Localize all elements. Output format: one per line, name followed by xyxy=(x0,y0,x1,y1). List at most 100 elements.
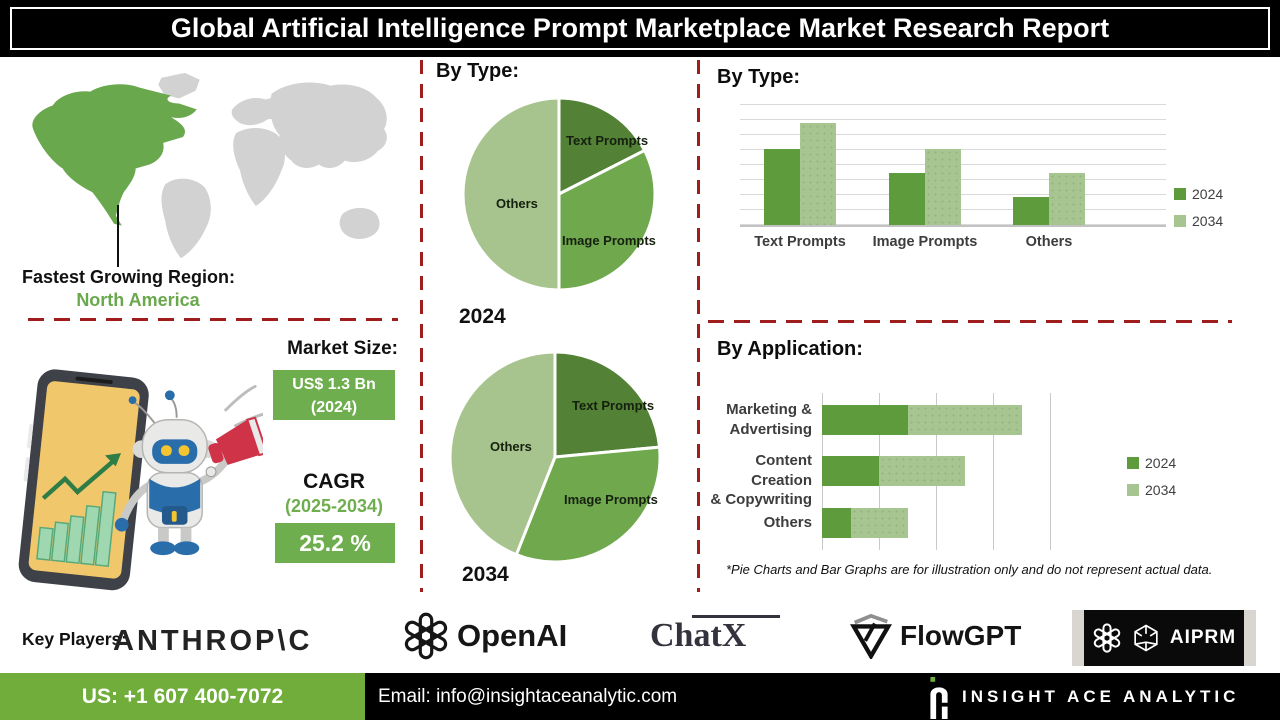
footer-brand-text: INSIGHT ACE ANALYTIC xyxy=(962,687,1240,706)
map-asia xyxy=(270,82,387,168)
app-bar-segment-2024 xyxy=(822,508,851,538)
pie2024-label-image-prompts: Image Prompts xyxy=(562,233,656,248)
map-north-america xyxy=(32,84,197,226)
app-bar-segment-2034 xyxy=(908,405,1022,435)
app-bar-row-marketing-advertising xyxy=(822,405,1022,435)
bar-category-label: Others xyxy=(1025,234,1073,250)
aiprm-logo-text: AIPRM xyxy=(1169,627,1237,648)
divider-right-dashed xyxy=(697,60,700,592)
left-divider-dashed xyxy=(28,318,398,321)
market-size-year: (2024) xyxy=(310,399,358,417)
application-chart-legend: 2024 2034 xyxy=(1127,455,1176,509)
bar-section-title: By Type: xyxy=(717,66,800,88)
openai-knot-icon xyxy=(402,612,450,660)
market-size-value: US$ 1.3 Bn xyxy=(292,376,376,393)
key-players-label: Key Players: xyxy=(22,629,128,649)
pie-slice-image-prompts xyxy=(514,445,662,564)
pie-slice-image-prompts xyxy=(557,148,657,292)
map-south-america xyxy=(161,178,211,259)
bar-category-label: Text Prompts xyxy=(754,234,846,250)
aiprm-knot-icon xyxy=(1092,623,1122,653)
app-row-label: Others xyxy=(763,514,812,531)
flowgpt-triangle-icon xyxy=(850,613,892,659)
bar-chart-legend: 2024 2034 xyxy=(1174,186,1223,240)
legend-swatch xyxy=(1127,457,1139,469)
footer-green-block xyxy=(0,673,365,720)
application-row-labels: Marketing & Advertising Content Creation & … xyxy=(694,393,812,550)
bar-image-prompts-2034 xyxy=(925,149,961,225)
app-bar-row-others xyxy=(822,508,908,538)
app-bar-segment-2024 xyxy=(822,405,908,435)
anthropic-logo: ANTHROP\C xyxy=(113,625,313,657)
cagr-value-box: 25.2 % xyxy=(275,523,395,563)
phone-bar-chart xyxy=(36,490,117,568)
pie2034-label-image-prompts: Image Prompts xyxy=(564,492,658,507)
pie-slice-text-prompts xyxy=(553,350,662,459)
openai-logo: OpenAI xyxy=(402,612,567,660)
title-border xyxy=(10,7,1270,50)
market-size-label: Market Size: xyxy=(287,338,398,359)
pie2024-year: 2024 xyxy=(459,305,506,328)
map-australia xyxy=(339,207,380,239)
legend-label: 2034 xyxy=(1192,213,1224,229)
legend-label: 2024 xyxy=(1192,186,1224,202)
openai-logo-text: OpenAI xyxy=(457,618,568,653)
bar-chart-category-labels: Text Prompts Image Prompts Others xyxy=(740,234,1166,256)
pie-chart-2034 xyxy=(448,350,662,564)
application-section-title: By Application: xyxy=(717,338,863,360)
legend-label: 2034 xyxy=(1145,482,1177,498)
app-bar-segment-2034 xyxy=(879,456,965,486)
flowgpt-logo-text: FlowGPT xyxy=(900,620,1022,651)
app-bar-row-content-creation-copywriting xyxy=(822,456,965,486)
world-map xyxy=(32,72,387,259)
insight-ace-logo-icon xyxy=(930,677,948,719)
phone-trend-line xyxy=(41,460,114,500)
bar-text-prompts-2034 xyxy=(800,123,836,225)
bar-image-prompts-2024 xyxy=(889,173,925,225)
app-row-label: Content Creation & Copywriting xyxy=(710,452,812,508)
pie2034-year: 2034 xyxy=(462,563,509,586)
fastest-region-label: Fastest Growing Region: xyxy=(22,267,236,287)
page-title: Global Artificial Intelligence Prompt Ma… xyxy=(170,13,1110,43)
footer-email: Email: info@insightaceanalytic.com xyxy=(378,686,678,707)
disclaimer-note: *Pie Charts and Bar Graphs are for illus… xyxy=(726,562,1213,577)
map-africa xyxy=(233,127,285,206)
map-greenland xyxy=(158,72,200,99)
aiprm-cube-icon xyxy=(1134,624,1158,652)
pie2034-label-text-prompts: Text Prompts xyxy=(572,398,655,413)
chatx-logo: ChatX xyxy=(650,612,780,655)
pie-chart-2024 xyxy=(461,96,657,292)
bar-others-2034 xyxy=(1049,173,1085,225)
phone-robot-illustration xyxy=(18,369,263,591)
pie-slice-others xyxy=(461,96,561,292)
map-pointer-line xyxy=(117,205,119,267)
fastest-region-value: North America xyxy=(76,290,200,310)
pie-slice-text-prompts xyxy=(557,96,647,196)
pie2024-label-text-prompts: Text Prompts xyxy=(566,133,649,148)
bar-chart-by-type xyxy=(740,104,1166,227)
legend-item-2024: 2024 xyxy=(1127,455,1176,471)
legend-swatch xyxy=(1174,215,1186,227)
market-size-box: US$ 1.3 Bn (2024) xyxy=(273,370,395,420)
divider-left-dashed xyxy=(420,60,423,592)
cagr-period: (2025-2034) xyxy=(284,496,384,516)
aiprm-logo-box: AIPRM xyxy=(1084,610,1244,666)
megaphone-icon xyxy=(208,416,263,465)
app-bar-segment-2024 xyxy=(822,456,879,486)
footer-bar: US: +1 607 400-7072 Email: info@insighta… xyxy=(0,673,1280,720)
legend-item-2034: 2034 xyxy=(1127,482,1176,498)
aiprm-logo: AIPRM xyxy=(1072,610,1256,666)
legend-item-2034: 2034 xyxy=(1174,213,1223,229)
right-divider-dashed xyxy=(708,320,1232,323)
app-bar-segment-2034 xyxy=(851,508,908,538)
bar-chart-by-application xyxy=(822,393,1052,550)
legend-label: 2024 xyxy=(1145,455,1177,471)
bar-category-label: Image Prompts xyxy=(872,234,978,250)
phone-trend-arrow xyxy=(105,453,122,467)
footer-phone: US: +1 607 400-7072 xyxy=(81,685,284,708)
pie-slice-others xyxy=(448,350,557,557)
pie2024-label-others: Others xyxy=(496,196,538,211)
chatx-overline xyxy=(692,615,780,618)
bar-text-prompts-2024 xyxy=(764,149,800,225)
